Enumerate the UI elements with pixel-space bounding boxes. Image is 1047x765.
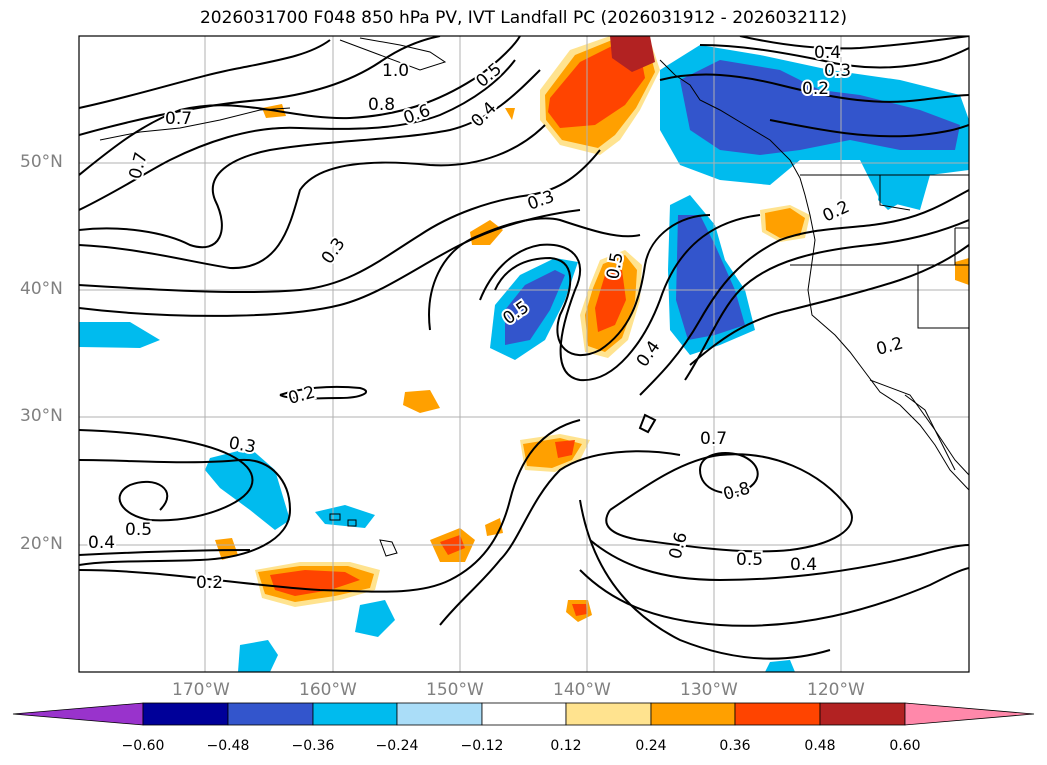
colorbar-tick-label: 0.48	[804, 738, 836, 754]
colorbar-tick-label: 0.24	[635, 738, 667, 754]
negative-core-west	[505, 270, 565, 345]
contour-label: 0.8	[368, 95, 395, 115]
colorbar-tick-label: −0.36	[291, 738, 335, 754]
lon-label: 140°W	[553, 680, 611, 700]
contour-label: 0.3	[227, 433, 257, 457]
contour-label: 0.5	[736, 550, 763, 570]
contour-label: 1.0	[382, 61, 409, 81]
lon-label: 160°W	[299, 680, 357, 700]
contour-label: 0.4	[790, 555, 817, 575]
lat-label: 30°N	[20, 406, 63, 426]
contour-label: 0.4	[88, 533, 115, 553]
contour-label: 0.4	[814, 43, 841, 63]
ivt-pc-shading	[79, 36, 969, 672]
map-frame	[78, 35, 970, 673]
colorbar-tick-label: −0.48	[206, 738, 250, 754]
colorbar-extend-low	[12, 702, 144, 726]
lon-label: 130°W	[680, 680, 738, 700]
figure-title: 2026031700 F048 850 hPa PV, IVT Landfall…	[199, 8, 847, 28]
lat-label: 40°N	[20, 279, 63, 299]
colorbar-extend-high	[904, 702, 1035, 726]
lon-label: 150°W	[426, 680, 484, 700]
map-area: 0.7 0.7 0.8 1.0 0.6 0.5 0.4 0.4 0.3 0.2 …	[79, 36, 969, 672]
negative-core-ne	[680, 60, 960, 155]
contour-label: 0.2	[802, 79, 829, 99]
colorbar	[12, 702, 1035, 726]
contour-label: 0.5	[603, 251, 627, 281]
lon-label: 170°W	[172, 680, 230, 700]
colorbar-tick-label: −0.60	[121, 738, 165, 754]
lat-label: 50°N	[20, 152, 63, 172]
lon-label: 120°W	[807, 680, 865, 700]
pv-contours	[79, 36, 969, 660]
colorbar-tick-label: 0.36	[719, 738, 751, 754]
colorbar-tick-label: 0.60	[889, 738, 921, 754]
lat-label: 20°N	[20, 534, 63, 554]
colorbar-tick-label: −0.24	[375, 738, 419, 754]
contour-label: 0.7	[700, 429, 727, 449]
colorbar-tick-label: −0.12	[460, 738, 504, 754]
coastlines	[99, 37, 969, 557]
contour-label: 0.7	[165, 109, 192, 129]
colorbar-tick-label: 0.12	[550, 738, 582, 754]
negative-core-center	[676, 215, 745, 340]
contour-label: 0.5	[125, 520, 152, 540]
contour-label: 0.2	[196, 573, 223, 593]
contour-label: 0.3	[824, 61, 851, 81]
